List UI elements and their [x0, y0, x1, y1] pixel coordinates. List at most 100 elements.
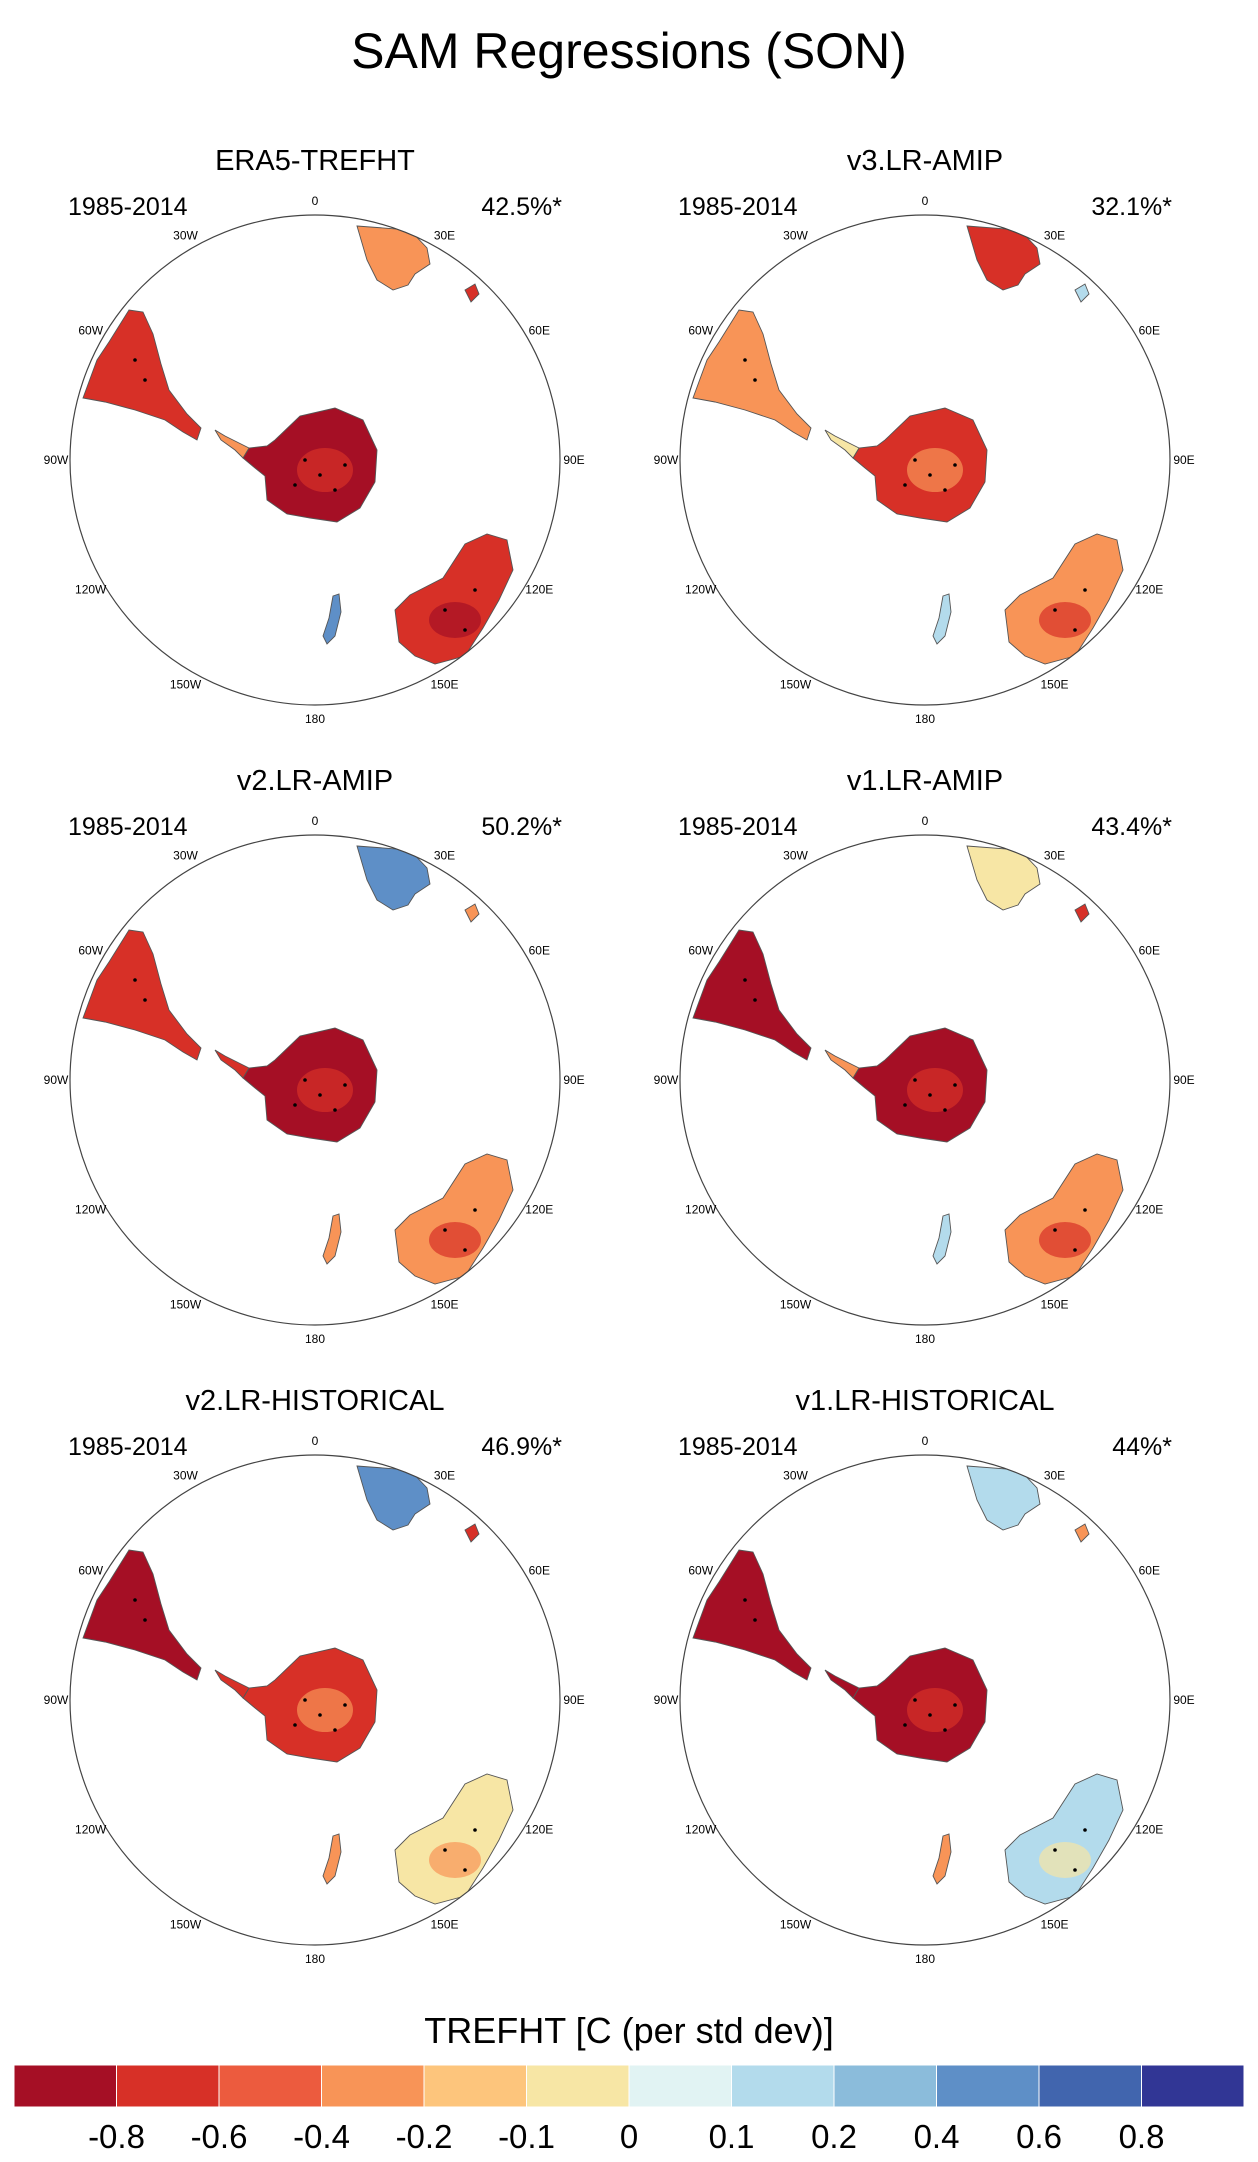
significance-dot [143, 378, 147, 382]
longitude-label: 150E [430, 677, 458, 691]
map-panel: v2.LR-AMIP 1985-2014 50.2%* 0 30E 60E 90E 120E 1… [30, 765, 600, 1385]
colorbar-tick-label: -0.4 [293, 2118, 350, 2155]
significance-dot [303, 1698, 307, 1702]
longitude-label: 60W [78, 1564, 103, 1578]
longitude-label: 150W [170, 677, 202, 691]
significance-dot [913, 1078, 917, 1082]
polar-map: 0 30E 60E 90E 120E 150E 180 150W 120W 90W 60W 30W [654, 814, 1195, 1346]
map-boundary [679, 1454, 1171, 1946]
significance-dot [943, 488, 947, 492]
land-africa [966, 225, 1041, 291]
land-madagascar [464, 1523, 480, 1543]
colorbar-tick-label: 0.6 [1016, 2118, 1062, 2155]
land-australia [1004, 1153, 1124, 1285]
colorbar-swatch [423, 2065, 527, 2107]
land-africa [966, 845, 1041, 911]
land-africa [356, 845, 431, 911]
longitude-label: 120W [685, 583, 717, 597]
colorbar-swatch [936, 2065, 1040, 2107]
significance-dot [318, 1713, 322, 1717]
significance-dot [743, 978, 747, 982]
longitude-label: 60E [1139, 944, 1160, 958]
significance-dot [903, 483, 907, 487]
longitude-label: 60E [1139, 1564, 1160, 1578]
significance-dot [343, 1703, 347, 1707]
land-peninsula [824, 429, 860, 459]
longitude-label: 0 [922, 1434, 929, 1448]
colorbar-tick-label: 0.4 [913, 2118, 960, 2155]
longitude-label: 30W [783, 1469, 808, 1483]
significance-dot [1073, 628, 1077, 632]
significance-dot [1073, 1248, 1077, 1252]
colorbar-swatch [628, 2065, 732, 2107]
panel-period: 1985-2014 [678, 1433, 798, 1461]
longitude-label: 0 [312, 814, 319, 828]
land-africa [966, 1465, 1041, 1531]
map-boundary [679, 834, 1171, 1326]
colorbar-swatch [321, 2065, 425, 2107]
map-boundary [69, 214, 561, 706]
significance-dot [1083, 588, 1087, 592]
longitude-label: 60W [78, 944, 103, 958]
significance-dot [293, 1723, 297, 1727]
longitude-label: 180 [915, 1952, 935, 1966]
colorbar-swatch [731, 2065, 835, 2107]
land-antarctica-interior [907, 1068, 963, 1112]
significance-dot [343, 1083, 347, 1087]
land-peninsula [824, 1049, 860, 1079]
longitude-label: 120E [1135, 583, 1163, 597]
longitude-label: 150E [1040, 1917, 1068, 1931]
land-australia-interior [429, 602, 481, 638]
longitude-label: 180 [305, 1952, 325, 1966]
panel-period: 1985-2014 [68, 813, 188, 841]
panel-title: v1.LR-AMIP [846, 765, 1004, 797]
panel-variance-percent: 44%* [1112, 1433, 1172, 1461]
significance-dot [443, 608, 447, 612]
colorbar-swatch [116, 2065, 220, 2107]
significance-dot [473, 1208, 477, 1212]
polar-map: 0 30E 60E 90E 120E 150E 180 150W 120W 90W 60W 30W [654, 194, 1195, 726]
significance-dot [343, 463, 347, 467]
longitude-label: 90E [563, 1693, 584, 1707]
land-madagascar [464, 903, 480, 923]
longitude-label: 60W [688, 324, 713, 338]
longitude-label: 90E [563, 453, 584, 467]
significance-dot [318, 1093, 322, 1097]
longitude-label: 150E [430, 1917, 458, 1931]
longitude-label: 90W [44, 1693, 69, 1707]
colorbar-tick-label: -0.1 [498, 2118, 555, 2155]
significance-dot [463, 1868, 467, 1872]
land-nz [932, 1213, 952, 1265]
land-nz [322, 1833, 342, 1885]
colorbar-swatch [1141, 2065, 1244, 2107]
longitude-label: 180 [915, 712, 935, 726]
panel-variance-percent: 43.4%* [1091, 813, 1172, 841]
significance-dot [318, 473, 322, 477]
significance-dot [473, 1828, 477, 1832]
longitude-label: 0 [312, 1434, 319, 1448]
map-boundary [679, 214, 1171, 706]
colorbar-title: TREFHT [C (per std dev)] [424, 2010, 834, 2051]
longitude-label: 30E [1044, 229, 1065, 243]
land-africa [356, 1465, 431, 1531]
longitude-label: 0 [312, 194, 319, 208]
longitude-label: 90E [1173, 1073, 1194, 1087]
longitude-label: 30W [173, 229, 198, 243]
longitude-label: 60E [1139, 324, 1160, 338]
significance-dot [953, 463, 957, 467]
land-peninsula [214, 1049, 250, 1079]
colorbar-labels: -0.8 -0.6 -0.4 -0.2 -0.1 0 0.1 0.2 0.4 0.6 0.8 [0, 2118, 1258, 2158]
longitude-label: 150W [170, 1917, 202, 1931]
significance-dot [1083, 1208, 1087, 1212]
significance-dot [743, 1598, 747, 1602]
land-australia-interior [429, 1842, 481, 1878]
longitude-label: 90E [1173, 1693, 1194, 1707]
colorbar-swatch [218, 2065, 322, 2107]
longitude-label: 60W [688, 1564, 713, 1578]
land-antarctica-interior [297, 448, 353, 492]
longitude-label: 120W [75, 583, 107, 597]
significance-dot [303, 1078, 307, 1082]
longitude-label: 120W [75, 1203, 107, 1217]
figure-title: SAM Regressions (SON) [351, 23, 907, 79]
land-sam [82, 929, 202, 1061]
